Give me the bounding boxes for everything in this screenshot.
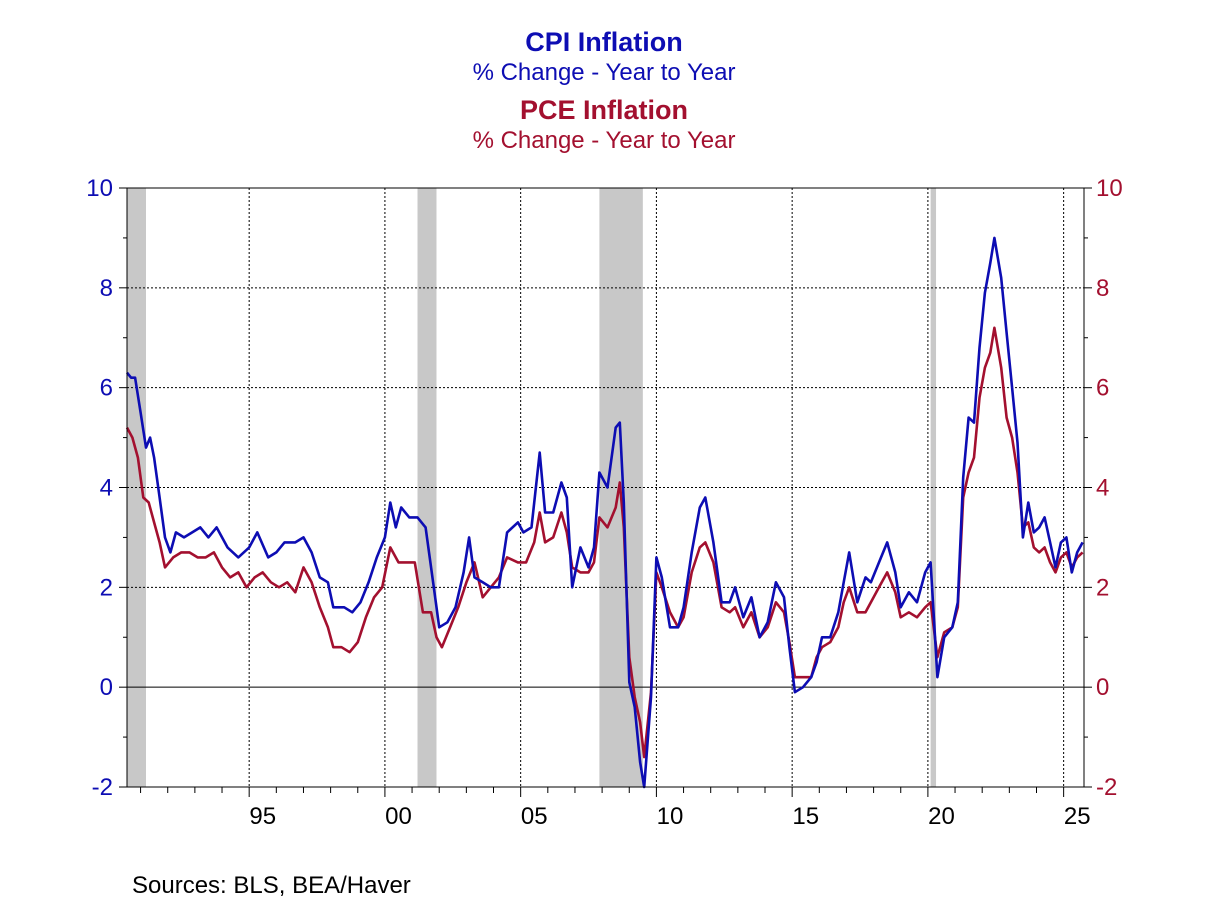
- cpi-series-line: [125, 236, 1084, 789]
- y-tick-label-left: 10: [86, 175, 113, 202]
- y-tick-label-right: 6: [1096, 375, 1109, 402]
- y-tick-label-right: 4: [1096, 475, 1109, 502]
- y-tick-label-left: 8: [100, 275, 113, 302]
- recession-band-2: [417, 188, 437, 787]
- y-tick-label-left: 4: [100, 475, 113, 502]
- gridlines: [127, 188, 1084, 787]
- x-tick-label: 95: [249, 803, 276, 830]
- x-tick-label: 25: [1064, 803, 1091, 830]
- x-tick-label: 15: [792, 803, 819, 830]
- y-tick-label-right: 0: [1096, 674, 1109, 701]
- series-lines: [125, 236, 1084, 789]
- y-tick-label-left: 6: [100, 375, 113, 402]
- y-tick-label-right: 10: [1096, 175, 1123, 202]
- recession-band-4: [930, 188, 937, 787]
- y-tick-label-left: 0: [100, 674, 113, 701]
- y-tick-label-left: -2: [92, 774, 113, 801]
- x-tick-label: 20: [928, 803, 955, 830]
- x-tick-label: 00: [385, 803, 412, 830]
- axes: 10 108 86 64 42 20 0-2 -295 00 05 10 15 20 25: [86, 175, 1122, 830]
- pce-subtitle: % Change - Year to Year: [472, 127, 736, 154]
- y-tick-label-right: 2: [1096, 574, 1109, 601]
- source-note: Sources: BLS, BEA/Haver: [132, 872, 411, 899]
- cpi-subtitle: % Change - Year to Year: [472, 59, 736, 86]
- y-tick-label-right: 8: [1096, 275, 1109, 302]
- cpi-title: CPI Inflation: [525, 27, 683, 57]
- y-tick-label-left: 2: [100, 574, 113, 601]
- x-tick-label: 05: [521, 803, 548, 830]
- x-tick-label: 10: [657, 803, 684, 830]
- y-tick-label-right: -2: [1096, 774, 1117, 801]
- pce-title: PCE Inflation: [520, 95, 688, 125]
- chart-titles: CPI Inflation % Change - Year to Year PC…: [0, 26, 1208, 156]
